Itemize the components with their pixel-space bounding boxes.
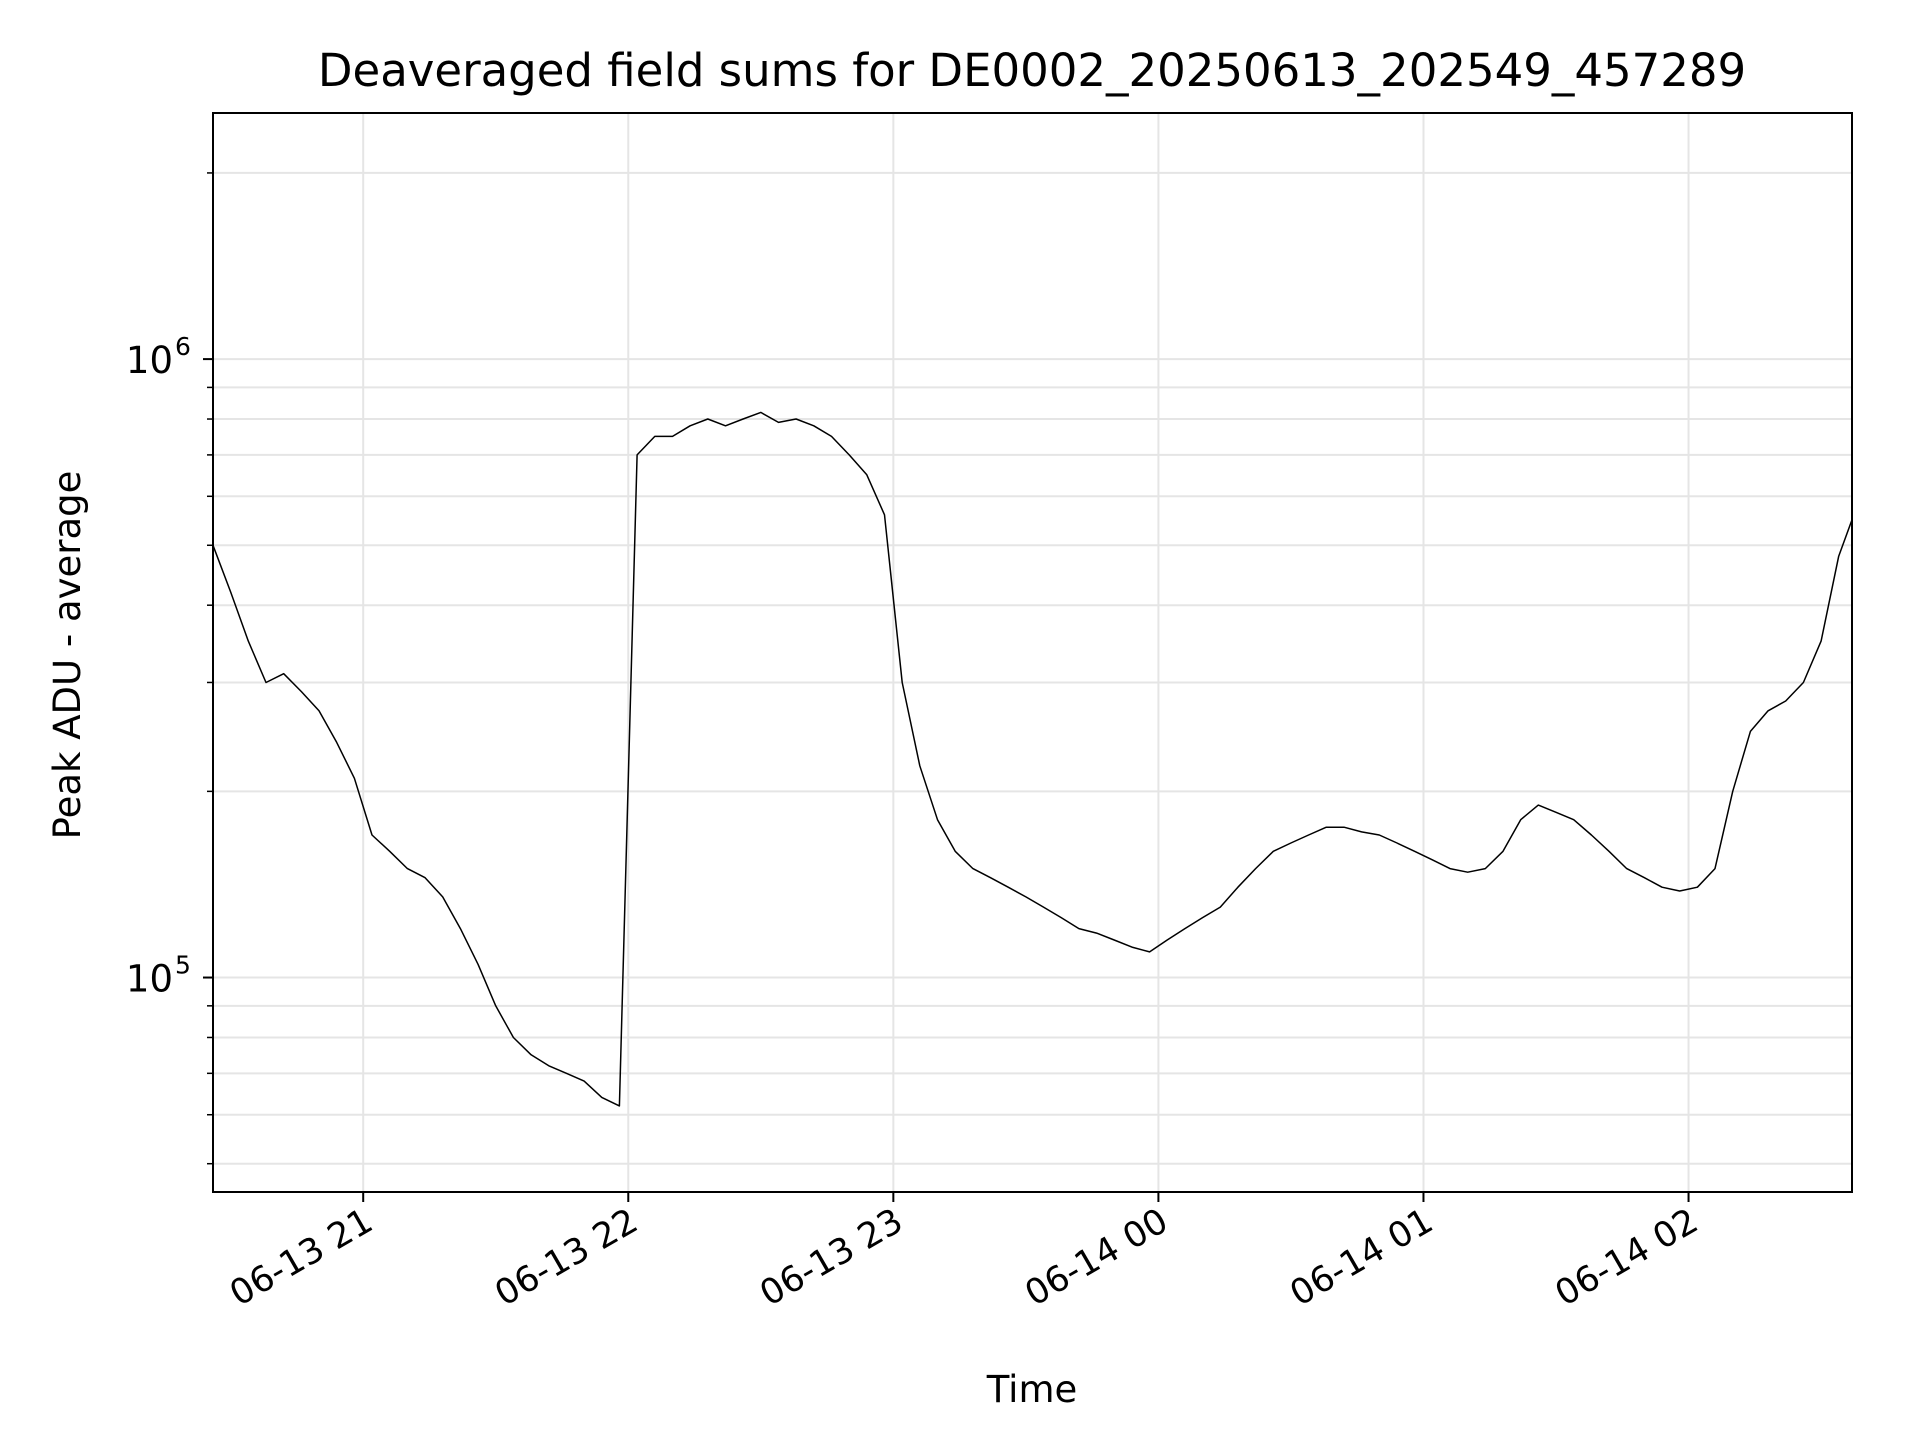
y-axis-label: Peak ADU - average: [46, 471, 89, 840]
y-tick-label: 10: [126, 958, 173, 1001]
grid-layer: [213, 113, 1852, 1192]
plot-frame: [212, 112, 1853, 1193]
y-tick-label: 10: [126, 339, 173, 382]
series-line: [212, 411, 1853, 1107]
chart-title: Deaveraged field sums for DE0002_2025061…: [318, 44, 1746, 97]
x-axis-label: Time: [986, 1368, 1078, 1411]
series-layer: [212, 411, 1853, 1107]
y-tick-label-exponent: 5: [175, 951, 191, 980]
y-tick-label-exponent: 6: [175, 332, 191, 361]
